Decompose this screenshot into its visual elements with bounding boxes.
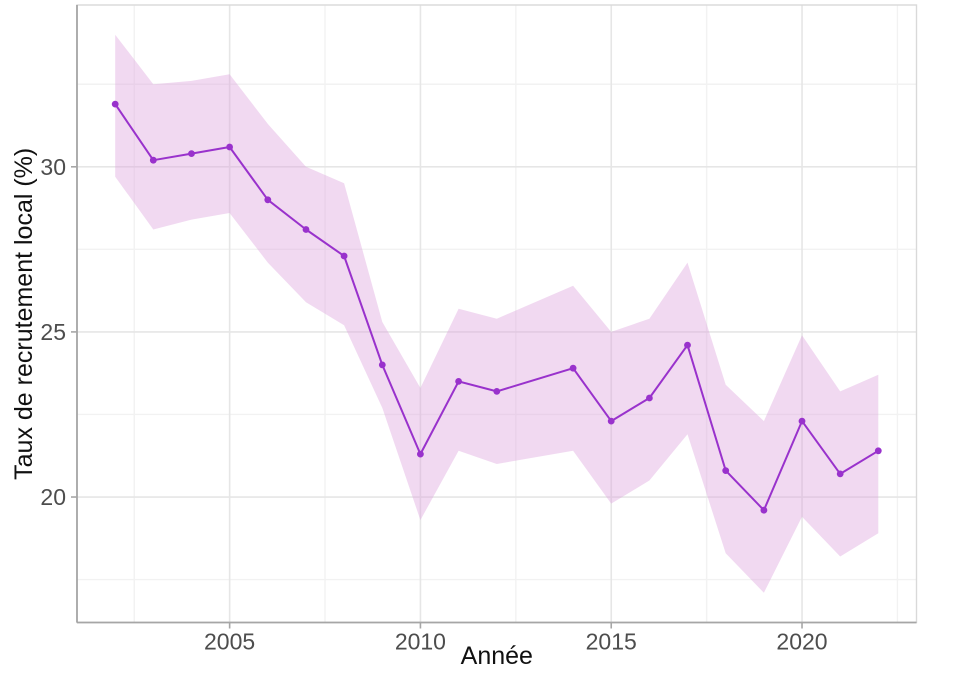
data-point [874,447,882,455]
y-tick-label: 20 [40,484,66,510]
data-point [264,196,272,204]
data-point [378,361,386,369]
y-tick-label: 30 [40,154,66,180]
x-tick-label: 2005 [204,629,255,655]
trend-polyline [114,103,880,512]
data-point [722,467,730,474]
data-point [798,417,806,425]
y-axis-title: Taux de recrutement local (%) [10,148,38,480]
data-point [493,388,501,395]
data-point [646,394,653,402]
data-point [569,364,577,372]
data-point [302,226,310,233]
data-point [188,150,195,158]
x-tick-label: 2020 [776,629,827,655]
data-point [226,143,234,151]
data-point [684,341,691,349]
data-point [417,450,424,458]
data-point [149,156,157,164]
data-point [760,506,768,514]
y-axis-tick-labels: 20 25 30 [40,154,66,510]
y-tick-label: 25 [40,319,66,345]
data-point [455,378,462,385]
x-tick-label: 2015 [586,629,637,655]
confidence-ribbon [115,34,879,593]
minor-gridlines [77,5,917,623]
x-axis-title: Année [461,642,533,670]
data-points [111,100,882,514]
data-point [607,417,615,425]
confidence-band [115,34,879,593]
x-axis-tick-labels: 2005 2010 2015 2020 [204,629,828,655]
data-point [340,252,348,260]
data-point [111,100,119,108]
data-point [836,470,844,478]
axis-ticks [71,166,803,629]
trend-line [114,103,880,512]
panel-frame [76,4,918,624]
major-gridlines [77,5,917,623]
x-tick-label: 2010 [395,629,446,655]
